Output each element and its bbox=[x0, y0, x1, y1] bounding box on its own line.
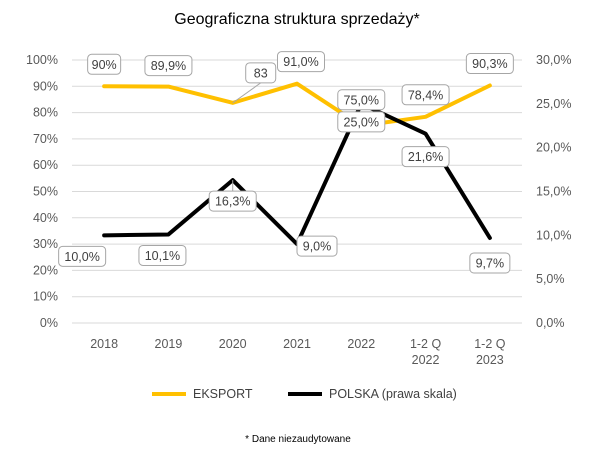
data-label: 90% bbox=[92, 58, 117, 72]
x-tick-label: 2018 bbox=[90, 337, 118, 351]
x-tick-label: 2019 bbox=[155, 337, 183, 351]
data-label: 91,0% bbox=[283, 55, 318, 69]
right-tick-label: 15,0% bbox=[536, 185, 571, 199]
data-label-box bbox=[337, 111, 386, 133]
data-label-box bbox=[245, 62, 277, 84]
data-point bbox=[425, 116, 427, 118]
left-tick-label: 90% bbox=[33, 79, 58, 93]
x-tick-label: 2020 bbox=[219, 337, 247, 351]
data-point bbox=[103, 85, 105, 87]
data-point bbox=[425, 133, 427, 135]
data-point bbox=[296, 83, 298, 85]
data-label: 9,0% bbox=[303, 240, 332, 254]
data-label: 10,0% bbox=[64, 250, 99, 264]
data-label-box bbox=[337, 89, 386, 111]
data-point bbox=[103, 234, 105, 236]
right-tick-label: 20,0% bbox=[536, 141, 571, 155]
data-label: 10,1% bbox=[145, 249, 180, 263]
data-label-box bbox=[138, 244, 187, 266]
data-point bbox=[167, 86, 169, 88]
data-label-box bbox=[58, 245, 107, 267]
data-point bbox=[167, 233, 169, 235]
left-axis-ticks: 0% 10% 20% 30% 40% 50% 60% 70% 80% 90% 100% bbox=[26, 53, 58, 330]
x-tick-label: 1-2 Q 2023 bbox=[474, 337, 506, 367]
left-tick-label: 40% bbox=[33, 211, 58, 225]
data-label-box bbox=[144, 55, 193, 77]
legend-label-eksport: EKSPORT bbox=[193, 387, 253, 401]
data-label-box bbox=[277, 51, 325, 73]
left-tick-label: 60% bbox=[33, 158, 58, 172]
x-tick-label: 2022 bbox=[347, 337, 375, 351]
left-tick-label: 30% bbox=[33, 237, 58, 251]
series-line-polska bbox=[102, 101, 492, 247]
data-label-box bbox=[465, 53, 514, 75]
x-tick-label: 1-2 Q 2022 bbox=[410, 337, 442, 367]
left-tick-label: 100% bbox=[26, 53, 58, 67]
data-point bbox=[489, 85, 491, 87]
data-label-box bbox=[401, 146, 450, 168]
data-label: 9,7% bbox=[476, 256, 505, 270]
left-tick-label: 80% bbox=[33, 106, 58, 120]
left-tick-label: 70% bbox=[33, 132, 58, 146]
footnote: * Dane niezaudytowane bbox=[245, 434, 351, 445]
left-tick-label: 0% bbox=[40, 316, 58, 330]
data-label: 21,6% bbox=[408, 150, 443, 164]
data-label: 16,3% bbox=[215, 195, 250, 209]
label-leader-line bbox=[232, 82, 262, 104]
data-label: 89,9% bbox=[151, 59, 186, 73]
chart-title: Geograficzna struktura sprzedaży* bbox=[174, 11, 419, 28]
right-tick-label: 25,0% bbox=[536, 97, 571, 111]
x-tick-label: 2021 bbox=[283, 337, 311, 351]
left-tick-label: 50% bbox=[33, 185, 58, 199]
legend: EKSPORT POLSKA (prawa skala) bbox=[152, 387, 457, 401]
data-label: 75,0% bbox=[344, 93, 379, 107]
data-label: 25,0% bbox=[344, 115, 379, 129]
data-label: 78,4% bbox=[408, 88, 443, 102]
data-label-box bbox=[296, 235, 338, 257]
right-tick-label: 30,0% bbox=[536, 53, 571, 67]
data-point bbox=[489, 237, 491, 239]
data-label-box bbox=[208, 190, 257, 212]
right-axis-ticks: 0,0% 5,0% 10,0% 15,0% 20,0% 25,0% 30,0% bbox=[536, 53, 571, 330]
data-label-box bbox=[87, 53, 122, 75]
right-tick-label: 5,0% bbox=[536, 272, 565, 286]
data-label: 83 bbox=[254, 66, 268, 80]
data-label: 90,3% bbox=[472, 57, 507, 71]
right-tick-label: 0,0% bbox=[536, 316, 565, 330]
left-tick-label: 10% bbox=[33, 290, 58, 304]
gridlines bbox=[72, 59, 522, 324]
data-labels: 90% 89,9% 83 91,0% 75,0% 78,4% 90,3% 10,0% 10,1%… bbox=[58, 51, 514, 274]
x-axis-ticks: 2018 2019 2020 2021 2022 1-2 Q 2022 1-2 Q 2023 bbox=[90, 337, 506, 367]
left-tick-label: 20% bbox=[33, 263, 58, 277]
data-label-box bbox=[469, 252, 511, 274]
right-tick-label: 10,0% bbox=[536, 228, 571, 242]
data-label-box bbox=[401, 84, 450, 106]
legend-label-polska: POLSKA (prawa skala) bbox=[329, 387, 457, 401]
